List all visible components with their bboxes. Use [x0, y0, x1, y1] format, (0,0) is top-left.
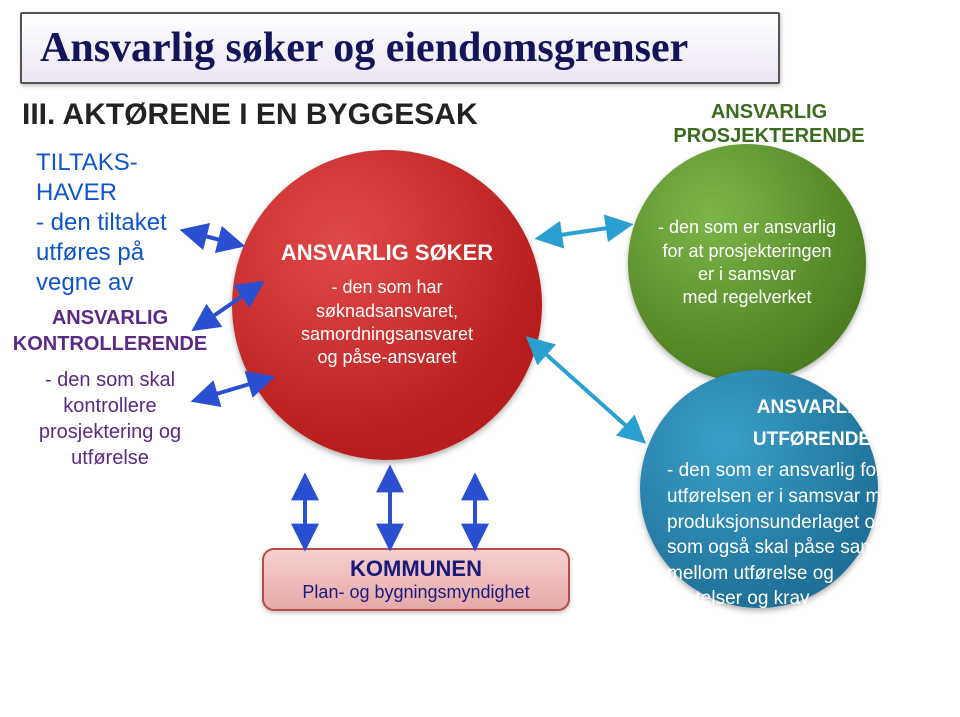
page-title: Ansvarlig søker og eiendomsgrenser: [40, 25, 688, 71]
prosj-sub: - den som er ansvarlig for at prosjekter…: [644, 216, 850, 310]
kontroll-s3: prosjektering og: [0, 419, 220, 445]
utf-s4: som også skal påse samsvar: [667, 535, 957, 561]
prosj-s4: med regelverket: [658, 286, 836, 309]
tiltaks-l4: utføres på: [36, 238, 167, 268]
soker-s1: - den som har: [301, 276, 473, 299]
prosj-s3: er i samsvar: [658, 263, 836, 286]
soker-s4: og påse-ansvaret: [301, 346, 473, 369]
kontroll-s2: kontrollere: [0, 393, 220, 419]
soker-s3: samordningsansvaret: [301, 323, 473, 346]
tiltaks-l1: TILTAKS-: [36, 148, 167, 178]
utf-s3: produksjonsunderlaget og: [667, 510, 957, 536]
tiltaks-l2: HAVER: [36, 178, 167, 208]
kommune-k1: KOMMUNEN: [274, 556, 558, 582]
utf-s5: mellom utførelse og: [667, 561, 957, 587]
tiltaks-l5: vegne av: [36, 268, 167, 298]
subtitle: III. AKTØRENE I EN BYGGESAK: [22, 98, 478, 132]
utf-s6: tillatelser og krav: [667, 586, 957, 612]
prosj-s2: for at prosjekteringen: [658, 240, 836, 263]
prosjekterende-circle: - den som er ansvarlig for at prosjekter…: [628, 144, 866, 382]
kontroll-s4: utførelse: [0, 445, 220, 471]
utforende-text: ANSVARLIG UTFØRENDE - den som er ansvarl…: [667, 395, 957, 612]
tiltaks-l3: - den tiltaket: [36, 208, 167, 238]
kommune-box: KOMMUNEN Plan- og bygningsmyndighet: [262, 548, 570, 611]
soker-hd: ANSVARLIG SØKER: [281, 240, 493, 266]
utf-s2: utførelsen er i samsvar med: [667, 484, 957, 510]
soker-s2: søknadsansvaret,: [301, 300, 473, 323]
title-box: Ansvarlig søker og eiendomsgrenser: [20, 12, 780, 84]
kommune-k2: Plan- og bygningsmyndighet: [274, 582, 558, 603]
kontroll-h1: ANSVARLIG: [0, 305, 220, 331]
utf-h1: ANSVARLIG: [667, 395, 957, 421]
utf-h2: UTFØRENDE: [667, 427, 957, 453]
soker-circle: ANSVARLIG SØKER - den som har søknadsans…: [232, 150, 542, 460]
kontroll-s1: - den som skal: [0, 367, 220, 393]
utf-s1: - den som er ansvarlig for at: [667, 458, 957, 484]
prosj-t1: ANSVARLIG: [664, 100, 874, 124]
prosj-t2: PROSJEKTERENDE: [664, 124, 874, 148]
kontrollerende-block: ANSVARLIG KONTROLLERENDE - den som skal …: [0, 305, 220, 471]
tiltakshaver-block: TILTAKS- HAVER - den tiltaket utføres på…: [36, 148, 167, 298]
prosj-s1: - den som er ansvarlig: [658, 216, 836, 239]
kontroll-h2: KONTROLLERENDE: [0, 331, 220, 357]
soker-sub: - den som har søknadsansvaret, samordnin…: [287, 276, 487, 370]
prosjekterende-title: ANSVARLIG PROSJEKTERENDE: [664, 100, 874, 148]
